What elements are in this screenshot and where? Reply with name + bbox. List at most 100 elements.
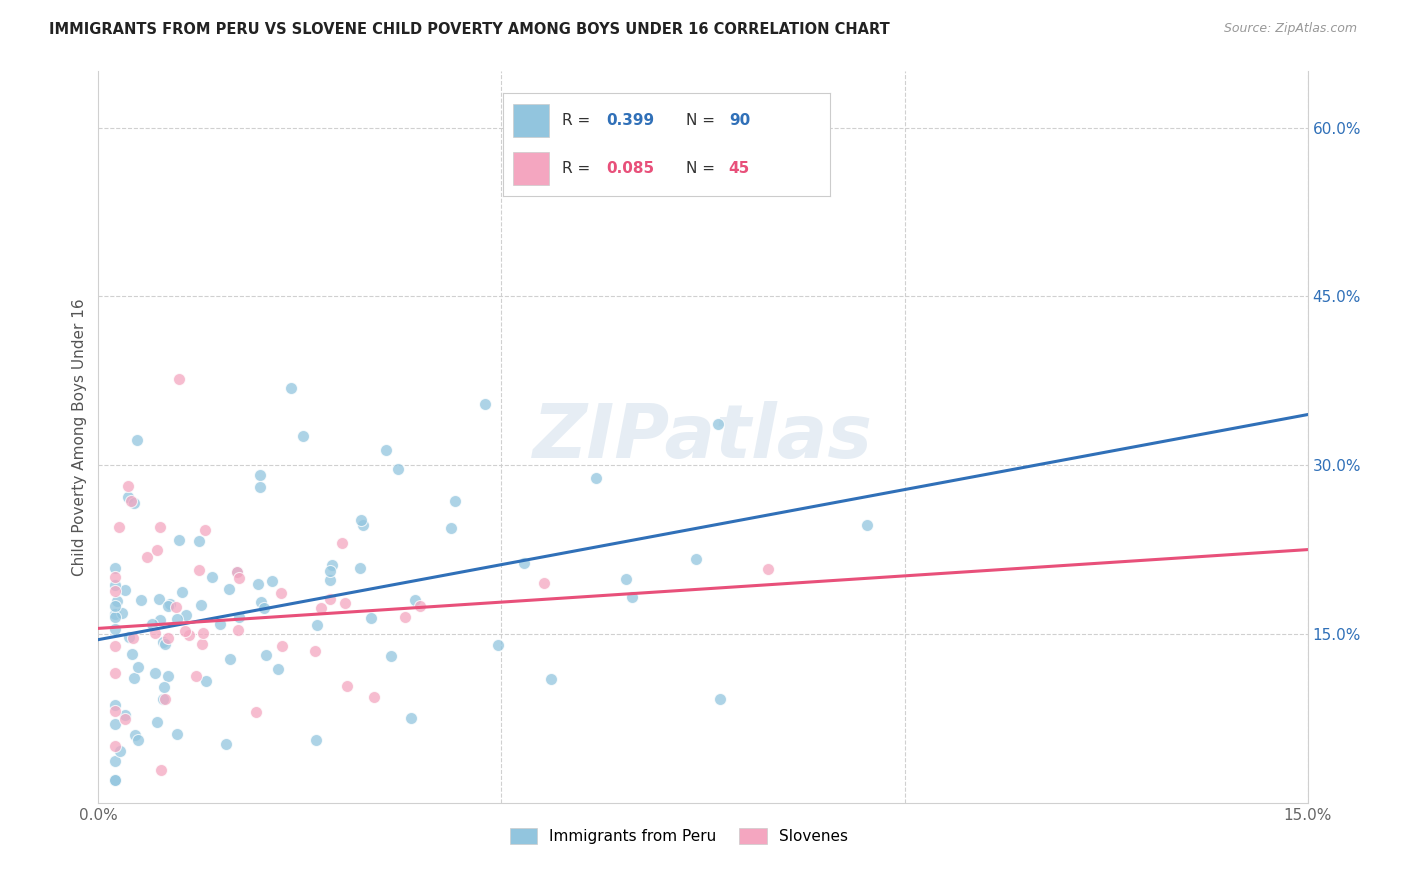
Point <box>170 585 193 599</box>
Point <box>246 577 269 591</box>
Point <box>270 586 292 600</box>
Point <box>249 467 271 482</box>
Point <box>117 490 139 504</box>
Point <box>305 618 328 632</box>
Point <box>152 691 174 706</box>
Point <box>103 599 125 614</box>
Point <box>127 733 149 747</box>
Point <box>148 592 170 607</box>
Point <box>103 609 125 624</box>
Point <box>195 674 218 689</box>
Point <box>104 639 127 653</box>
Point <box>260 574 283 589</box>
Point <box>117 479 139 493</box>
Point <box>486 638 509 652</box>
Point <box>319 592 342 607</box>
Point <box>218 582 240 596</box>
Point <box>103 561 125 575</box>
Point <box>225 566 247 580</box>
Point <box>146 542 169 557</box>
Point <box>707 417 730 432</box>
Point <box>219 652 242 666</box>
Point <box>226 623 249 637</box>
Point <box>191 626 214 640</box>
Point <box>333 596 356 610</box>
Point <box>444 494 467 508</box>
Point <box>110 606 132 620</box>
Point <box>330 535 353 549</box>
Point <box>280 381 302 395</box>
Point <box>184 669 207 683</box>
Point <box>165 600 187 615</box>
Point <box>103 773 125 788</box>
Point <box>685 551 707 566</box>
Point <box>267 662 290 676</box>
Point <box>117 630 139 644</box>
Point <box>149 520 172 534</box>
Text: IMMIGRANTS FROM PERU VS SLOVENE CHILD POVERTY AMONG BOYS UNDER 16 CORRELATION CH: IMMIGRANTS FROM PERU VS SLOVENE CHILD PO… <box>49 22 890 37</box>
Point <box>513 556 536 570</box>
Point <box>103 716 125 731</box>
Point <box>363 690 385 705</box>
Point <box>103 607 125 621</box>
Point <box>394 610 416 624</box>
Point <box>110 744 132 758</box>
Point <box>228 609 250 624</box>
Point <box>305 733 328 747</box>
Point <box>319 574 342 588</box>
Point <box>167 371 190 385</box>
Point <box>380 648 402 663</box>
Point <box>474 397 496 411</box>
Text: Source: ZipAtlas.com: Source: ZipAtlas.com <box>1223 22 1357 36</box>
Point <box>166 612 188 626</box>
Point <box>319 564 342 578</box>
Point <box>143 666 166 681</box>
Point <box>114 712 136 726</box>
Point <box>404 593 426 607</box>
Point <box>756 562 779 576</box>
Point <box>215 737 238 751</box>
Point <box>103 739 125 753</box>
Point <box>124 728 146 742</box>
Point <box>127 434 149 448</box>
Point <box>621 590 644 604</box>
Point <box>103 698 125 713</box>
Point <box>149 763 172 777</box>
Point <box>104 578 127 592</box>
Point <box>291 429 314 443</box>
Point <box>121 647 143 661</box>
Point <box>103 666 125 681</box>
Point <box>107 519 129 533</box>
Point <box>129 593 152 607</box>
Point <box>103 584 125 599</box>
Point <box>103 570 125 584</box>
Point <box>208 616 231 631</box>
Point <box>127 659 149 673</box>
Point <box>153 692 176 706</box>
Point <box>387 462 409 476</box>
Point <box>146 714 169 729</box>
Point <box>194 523 217 537</box>
Point <box>321 558 343 572</box>
Point <box>709 691 731 706</box>
Point <box>136 549 159 564</box>
Point <box>360 611 382 625</box>
Point <box>249 480 271 494</box>
Point <box>540 672 562 686</box>
Point <box>157 631 180 645</box>
Point <box>166 726 188 740</box>
Y-axis label: Child Poverty Among Boys Under 16: Child Poverty Among Boys Under 16 <box>72 298 87 576</box>
Point <box>533 575 555 590</box>
Point <box>228 571 250 585</box>
Point <box>585 471 607 485</box>
Point <box>409 599 432 613</box>
Point <box>124 672 146 686</box>
Point <box>141 617 163 632</box>
Point <box>157 599 180 614</box>
Point <box>152 635 174 649</box>
Point <box>179 628 201 642</box>
Point <box>856 518 879 533</box>
Point <box>122 496 145 510</box>
Point <box>114 582 136 597</box>
Point <box>114 708 136 723</box>
